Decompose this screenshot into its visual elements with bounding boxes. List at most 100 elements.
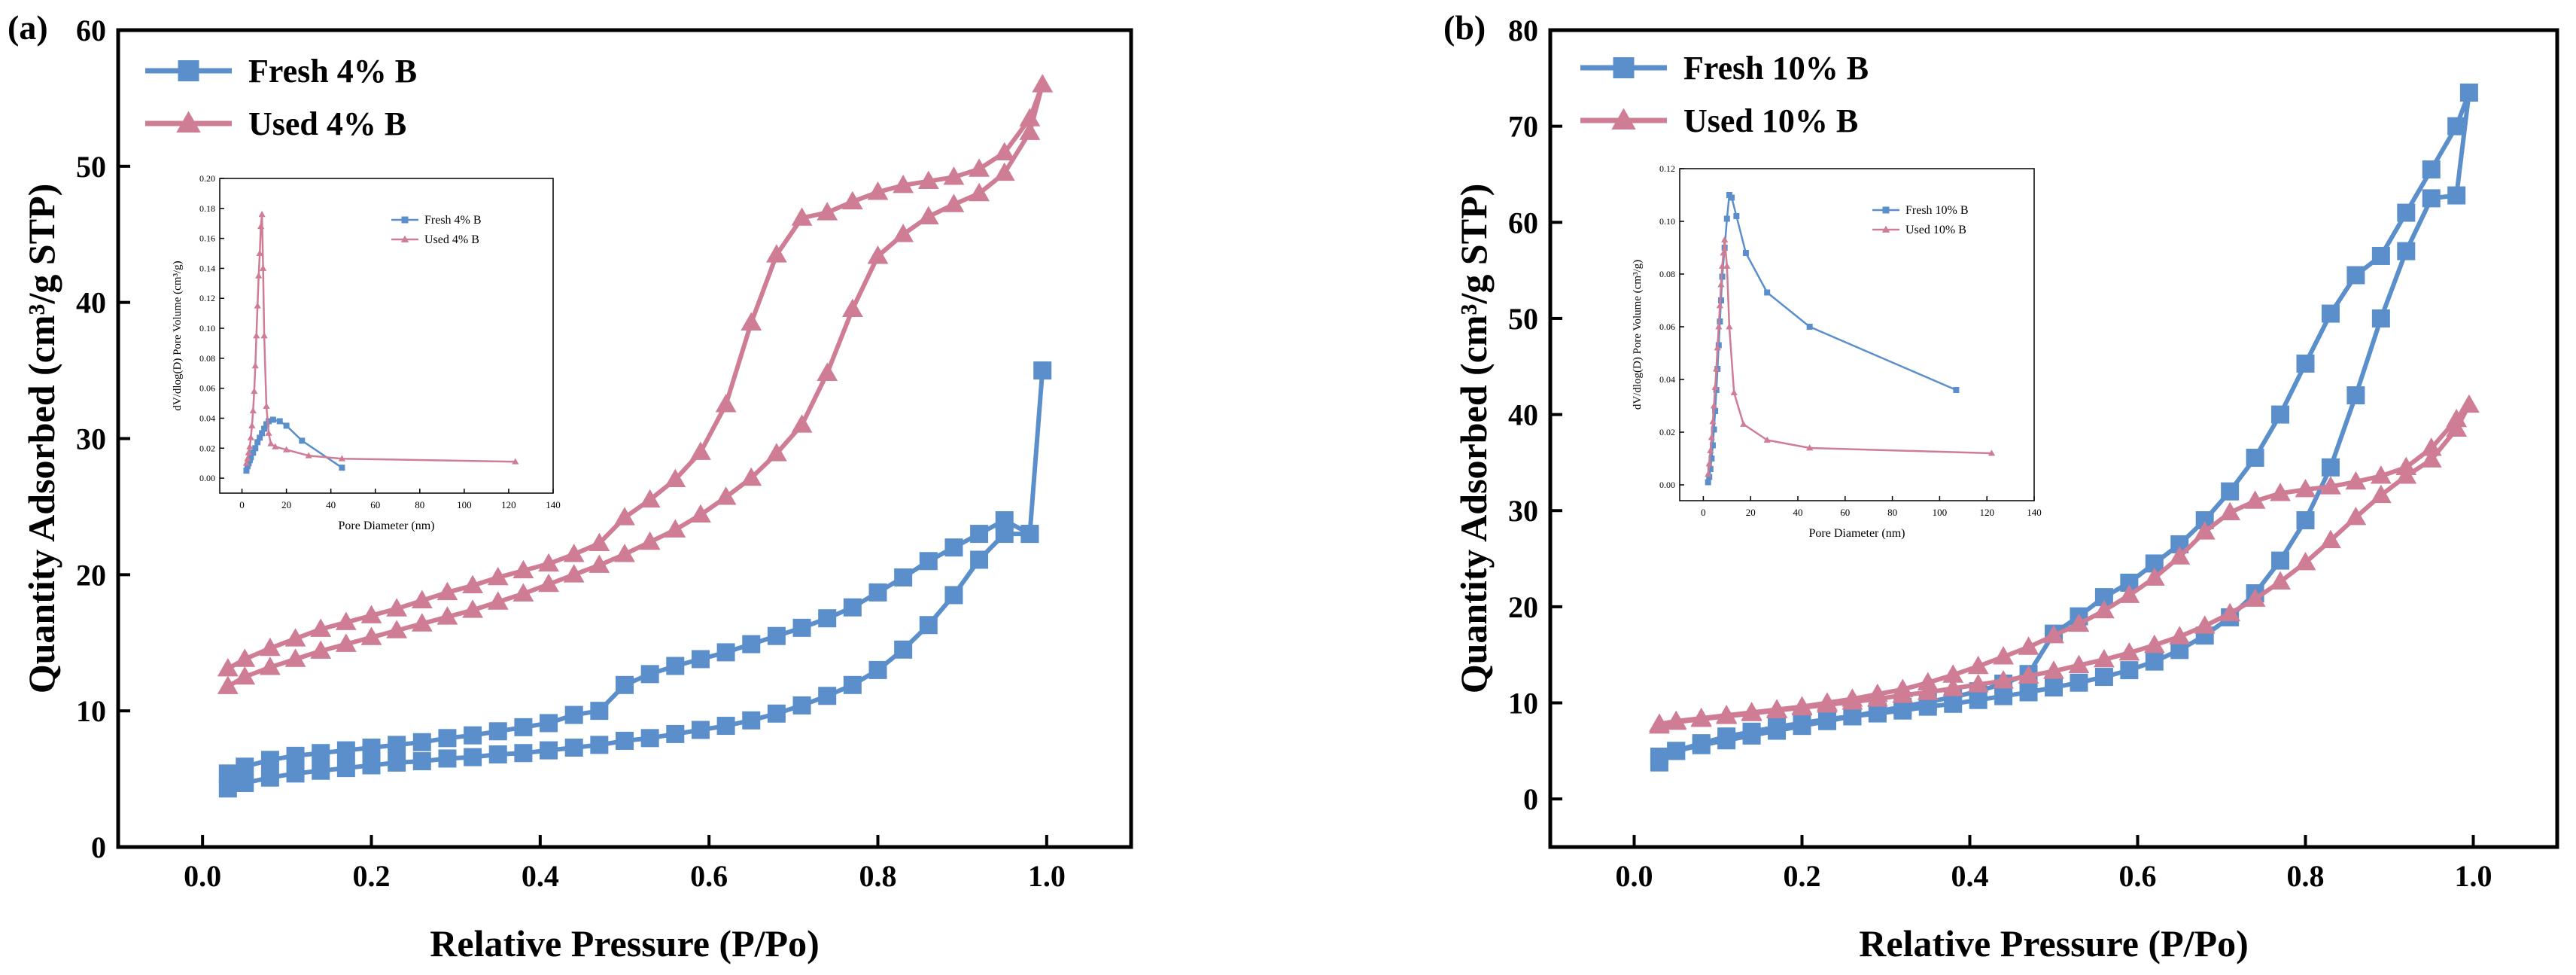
inset-y-tick-label-b: 0.04	[1659, 374, 1675, 385]
data-point-used-a	[993, 162, 1015, 181]
data-point-fresh-a	[716, 717, 735, 736]
data-point-used-a	[234, 666, 256, 685]
inset-legend-label-used-a: Used 4% B	[424, 233, 479, 246]
inset-y-tick-label-b: 0.00	[1659, 480, 1675, 490]
data-point-used-a	[588, 532, 610, 552]
inset-data-point-used-a	[259, 264, 267, 271]
inset-data-point-fresh-a	[252, 445, 259, 452]
data-point-fresh-a	[388, 736, 406, 754]
data-point-used-a	[665, 519, 686, 538]
inset-y-tick-label-b: 0.10	[1659, 216, 1675, 227]
series-line-used-b	[1659, 402, 2471, 729]
data-point-used-a	[791, 414, 813, 433]
inset-data-point-used-a	[338, 455, 346, 462]
data-point-fresh-b	[1717, 731, 1736, 750]
data-point-used-b	[2270, 571, 2291, 590]
inset-legend-marker-fresh-b	[1882, 206, 1890, 214]
inset-x-tick-label-b: 20	[1746, 507, 1756, 518]
data-point-fresh-a	[616, 675, 634, 694]
data-point-fresh-a	[540, 714, 558, 733]
inset-data-point-used-a	[253, 332, 260, 339]
inset-data-point-used-a	[242, 459, 251, 466]
data-point-fresh-a	[818, 687, 837, 705]
data-point-fresh-a	[792, 618, 811, 637]
data-point-fresh-a	[286, 764, 305, 783]
x-axis-label-b: Relative Pressure (P/Po)	[1859, 922, 2248, 964]
data-point-used-b	[1866, 683, 1888, 702]
data-point-used-b	[2395, 456, 2417, 476]
inset-data-point-used-a	[251, 387, 258, 395]
inset-data-point-fresh-b	[1712, 408, 1719, 414]
inset-data-point-used-a	[258, 211, 266, 218]
data-point-fresh-a	[564, 705, 583, 724]
data-point-fresh-b	[2145, 652, 2164, 671]
data-point-fresh-a	[514, 744, 533, 763]
data-point-used-a	[943, 166, 965, 185]
data-point-used-a	[867, 181, 889, 200]
data-point-used-a	[765, 443, 787, 462]
inset-data-point-used-a	[305, 452, 312, 459]
inset-data-point-used-a	[245, 449, 253, 456]
inset-data-point-used-b	[1721, 236, 1729, 242]
inset-data-point-fresh-b	[1723, 215, 1730, 222]
data-point-fresh-a	[336, 741, 355, 760]
inset-data-point-used-b	[1711, 383, 1719, 390]
inset-data-point-used-b	[1705, 460, 1713, 467]
x-tick-label-b: 0.4	[1951, 859, 1989, 893]
x-tick-label-b: 0.8	[2287, 859, 2325, 893]
data-point-used-b	[1917, 681, 1939, 700]
data-point-fresh-a	[716, 643, 735, 662]
inset-x-tick-label-b: 0	[1701, 507, 1706, 518]
data-point-fresh-a	[640, 665, 659, 684]
data-point-fresh-b	[1742, 726, 1761, 745]
data-point-used-b	[2068, 613, 2090, 632]
data-point-used-a	[917, 206, 939, 225]
data-point-used-b	[2093, 648, 2115, 668]
data-point-fresh-a	[488, 722, 507, 741]
data-point-fresh-a	[464, 748, 482, 766]
data-point-used-b	[2320, 529, 2341, 549]
inset-data-point-fresh-a	[299, 437, 306, 444]
y-tick-label-a: 20	[76, 558, 106, 592]
data-point-used-a	[310, 640, 332, 659]
data-point-used-a	[993, 142, 1015, 161]
inset-data-point-used-a	[282, 446, 290, 452]
x-axis-label-a: Relative Pressure (P/Po)	[430, 922, 819, 964]
y-tick-label-b: 70	[1508, 110, 1538, 144]
inset-data-point-used-a	[256, 249, 263, 256]
inset-data-point-fresh-b	[1733, 213, 1740, 219]
data-point-used-a	[360, 626, 382, 645]
data-point-used-b	[2370, 465, 2392, 484]
inset-x-tick-label-b: 40	[1793, 507, 1803, 518]
data-point-fresh-a	[362, 756, 381, 775]
inset-y-tick-label-b: 0.06	[1659, 321, 1675, 332]
data-point-fresh-a	[1033, 361, 1052, 380]
data-point-used-a	[563, 564, 585, 583]
data-point-used-a	[259, 637, 281, 657]
data-point-used-a	[436, 606, 458, 625]
data-point-used-a	[512, 583, 534, 602]
data-point-used-b	[2244, 588, 2266, 607]
data-point-used-a	[284, 648, 306, 667]
data-point-used-b	[1967, 655, 1989, 675]
inset-data-point-fresh-b	[1711, 426, 1717, 433]
data-point-used-b	[2118, 642, 2140, 661]
inset-data-point-used-b	[1713, 365, 1720, 372]
data-point-used-a	[893, 224, 914, 242]
data-point-fresh-a	[312, 761, 330, 780]
series-line-used-a	[227, 82, 1045, 689]
inset-data-point-used-a	[263, 402, 270, 409]
inset-frame-b	[1679, 168, 2035, 501]
data-point-fresh-a	[388, 753, 406, 772]
data-point-fresh-a	[590, 702, 609, 721]
y-tick-label-b: 30	[1508, 494, 1538, 528]
inset-series-line-fresh-b	[1707, 193, 1957, 483]
data-point-used-b	[1942, 664, 1964, 683]
inset-data-point-fresh-b	[1715, 342, 1722, 349]
data-point-used-b	[1766, 699, 1787, 718]
inset-y-tick-label-a: 0.12	[199, 293, 215, 303]
data-point-used-b	[2068, 654, 2090, 674]
data-point-fresh-a	[540, 741, 558, 760]
inset-data-point-used-b	[1708, 434, 1716, 440]
data-point-fresh-a	[412, 733, 431, 751]
